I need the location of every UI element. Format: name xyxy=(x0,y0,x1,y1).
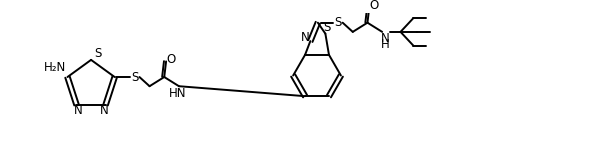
Text: N: N xyxy=(74,104,83,117)
Text: S: S xyxy=(94,47,101,60)
Text: O: O xyxy=(166,53,175,66)
Text: H: H xyxy=(381,38,389,51)
Text: S: S xyxy=(334,16,341,29)
Text: S: S xyxy=(131,71,138,84)
Text: O: O xyxy=(369,0,378,12)
Text: N: N xyxy=(381,32,389,45)
Text: S: S xyxy=(324,21,331,34)
Text: N: N xyxy=(301,31,310,44)
Text: H₂N: H₂N xyxy=(43,61,65,74)
Text: HN: HN xyxy=(170,87,187,100)
Text: N: N xyxy=(99,104,108,117)
